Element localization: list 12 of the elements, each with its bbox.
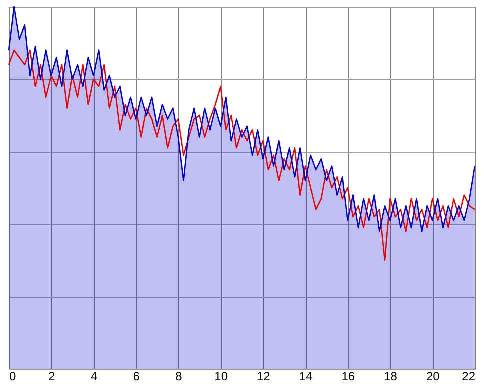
- x-tick-label: 12: [257, 370, 271, 384]
- x-tick-label: 4: [90, 370, 98, 384]
- x-tick-label: 10: [214, 370, 228, 384]
- x-tick-label: 14: [299, 370, 314, 384]
- x-tick-label: 0: [10, 370, 16, 384]
- x-tick-label: 20: [426, 370, 440, 384]
- x-tick-label: 22: [462, 370, 476, 384]
- x-tick-label: 6: [133, 370, 140, 384]
- x-tick-label: 18: [384, 370, 398, 384]
- x-tick-label: 2: [48, 370, 56, 384]
- x-tick-label: 16: [342, 370, 356, 384]
- x-tick-label: 8: [176, 370, 183, 384]
